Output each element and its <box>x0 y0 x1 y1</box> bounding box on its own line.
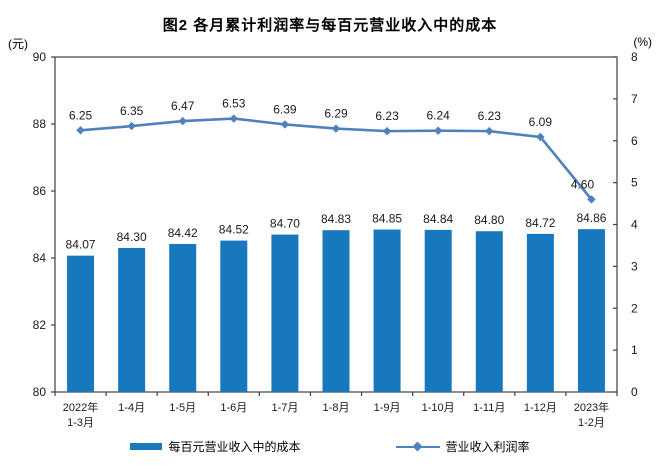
right-axis-tick-label: 4 <box>631 218 638 232</box>
left-axis-tick-label: 80 <box>33 385 47 399</box>
line-value-label: 6.23 <box>478 109 502 123</box>
line-value-label: 6.29 <box>324 107 348 121</box>
chart-title: 图2 各月累计利润率与每百元营业收入中的成本 <box>162 17 498 34</box>
left-axis-tick-label: 90 <box>33 50 47 64</box>
line-value-label: 6.53 <box>222 97 246 111</box>
bar-value-label: 84.30 <box>117 230 147 244</box>
line-point-marker <box>229 114 239 123</box>
line-value-label: 6.25 <box>69 108 93 122</box>
line-point-marker <box>433 126 443 135</box>
bar-value-label: 84.07 <box>66 238 96 252</box>
line-value-label: 6.24 <box>427 109 451 123</box>
line-value-label: 6.23 <box>375 109 399 123</box>
line-point-marker <box>485 126 494 136</box>
x-category-label: 1-11月 <box>473 402 505 414</box>
bar-value-label: 84.83 <box>321 212 351 226</box>
bar-value-label: 84.72 <box>525 216 555 230</box>
x-category-label: 1-6月 <box>220 402 247 414</box>
line-value-label: 4.60 <box>571 177 595 191</box>
legend-line-label: 营业收入利润率 <box>445 440 530 454</box>
cost-bar <box>169 243 197 392</box>
right-axis-unit-label: (%) <box>633 35 652 49</box>
right-axis-tick-label: 7 <box>631 92 638 106</box>
right-axis-tick-label: 3 <box>631 259 638 273</box>
cost-bar <box>475 231 503 392</box>
x-category-label: 1-8月 <box>323 402 350 414</box>
x-category-label: 1-7月 <box>271 402 298 414</box>
line-point-marker <box>280 120 290 129</box>
line-point-marker <box>127 121 136 131</box>
cost-bar <box>67 255 95 392</box>
legend-bar-label: 每百元营业收入中的成本 <box>168 440 301 454</box>
cost-bar <box>373 229 401 392</box>
left-axis-tick-label: 88 <box>33 117 47 131</box>
line-point-marker <box>178 116 187 126</box>
x-category-label: 1-10月 <box>422 402 455 414</box>
cost-bar <box>220 240 248 392</box>
left-axis-tick-label: 82 <box>33 318 47 332</box>
bar-value-label: 84.80 <box>474 213 504 227</box>
legend-item-cost: 每百元营业收入中的成本 <box>130 438 301 455</box>
right-axis-tick-label: 5 <box>631 176 638 190</box>
line-point-marker <box>331 124 341 133</box>
bar-value-label: 84.70 <box>270 217 300 231</box>
diamond-marker-icon <box>412 441 422 451</box>
line-value-label: 6.35 <box>120 104 144 118</box>
line-value-label: 6.39 <box>273 102 297 116</box>
cost-bar <box>322 230 350 392</box>
cost-bar <box>118 247 146 392</box>
line-value-label: 6.47 <box>171 99 195 113</box>
legend-item-profit-rate: 营业收入利润率 <box>395 438 530 455</box>
line-value-label: 6.09 <box>529 115 553 129</box>
cost-bar <box>424 229 452 392</box>
bar-value-label: 84.84 <box>423 212 453 226</box>
combo-chart-plot: 80 82 84 86 88 90 0 1 2 3 4 5 6 7 8 84.07 84.30 84.42 84.5… <box>33 50 638 429</box>
right-axis-tick-label: 8 <box>631 50 638 64</box>
right-axis-tick-label: 6 <box>631 134 638 148</box>
bar-value-label: 84.42 <box>168 226 198 240</box>
line-point-marker <box>382 126 392 136</box>
line-point-marker <box>76 126 85 135</box>
bar-value-label: 84.85 <box>372 212 402 226</box>
cost-bar <box>271 234 299 392</box>
left-axis-tick-label: 84 <box>33 251 47 265</box>
x-category-label: 1-12月 <box>524 402 557 414</box>
right-axis-tick-label: 2 <box>631 301 638 315</box>
cost-bar <box>526 233 554 392</box>
cost-bar <box>577 229 605 392</box>
bar-value-label: 84.86 <box>576 211 606 225</box>
left-axis-tick-label: 86 <box>33 184 47 198</box>
right-axis-tick-label: 0 <box>631 385 638 399</box>
left-axis-unit-label: (元) <box>8 37 28 51</box>
line-point-marker <box>536 132 545 142</box>
x-category-label: 2023年 1-2月 <box>574 400 609 429</box>
x-category-label: 1-9月 <box>374 402 401 414</box>
x-category-label: 1-5月 <box>169 402 196 414</box>
right-axis-tick-label: 1 <box>631 343 638 357</box>
bar-series-swatch <box>130 443 163 450</box>
line-point-marker <box>587 195 596 204</box>
x-category-label: 2022年 1-3月 <box>63 400 98 429</box>
x-category-label: 1-4月 <box>118 402 145 414</box>
bar-value-label: 84.52 <box>219 223 249 237</box>
line-series-swatch <box>395 441 440 453</box>
chart-legend: 每百元营业收入中的成本 营业收入利润率 <box>0 438 660 455</box>
